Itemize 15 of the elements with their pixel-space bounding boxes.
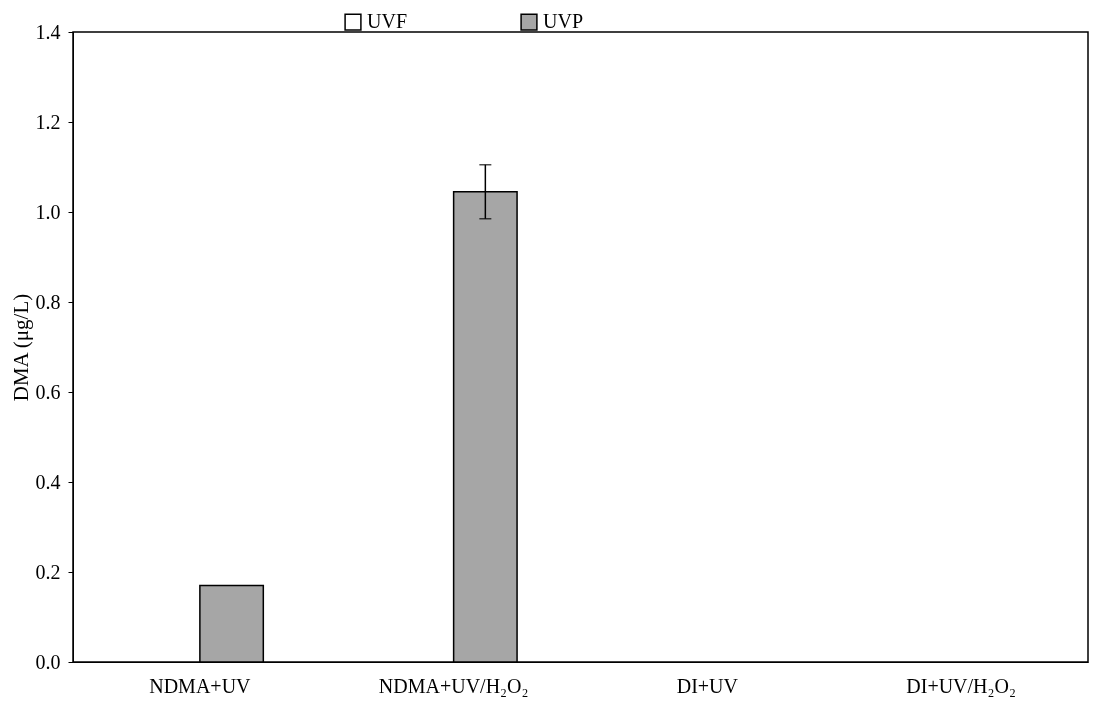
y-tick-label: 1.2	[35, 110, 61, 133]
y-tick-label: 1.0	[35, 200, 61, 223]
y-tick-label: 0.0	[35, 650, 61, 673]
y-tick-label: 0.4	[35, 470, 61, 493]
legend-label: UVP	[543, 10, 584, 33]
y-tick-label: 0.6	[35, 380, 61, 403]
y-axis-title: DMA (μg/L)	[8, 293, 33, 402]
x-tick-label: NDMA+UV	[149, 674, 252, 697]
y-tick-label: 0.2	[35, 560, 61, 583]
y-tick-label: 1.4	[35, 20, 61, 43]
x-tick-label: NDMA+UV/H₂O₂	[378, 674, 529, 697]
x-tick-label: DI+UV	[676, 674, 739, 697]
x-tick-label: DI+UV/H₂O₂	[906, 674, 1016, 697]
y-tick-label: 0.8	[35, 290, 61, 313]
legend-label: UVF	[367, 10, 408, 33]
